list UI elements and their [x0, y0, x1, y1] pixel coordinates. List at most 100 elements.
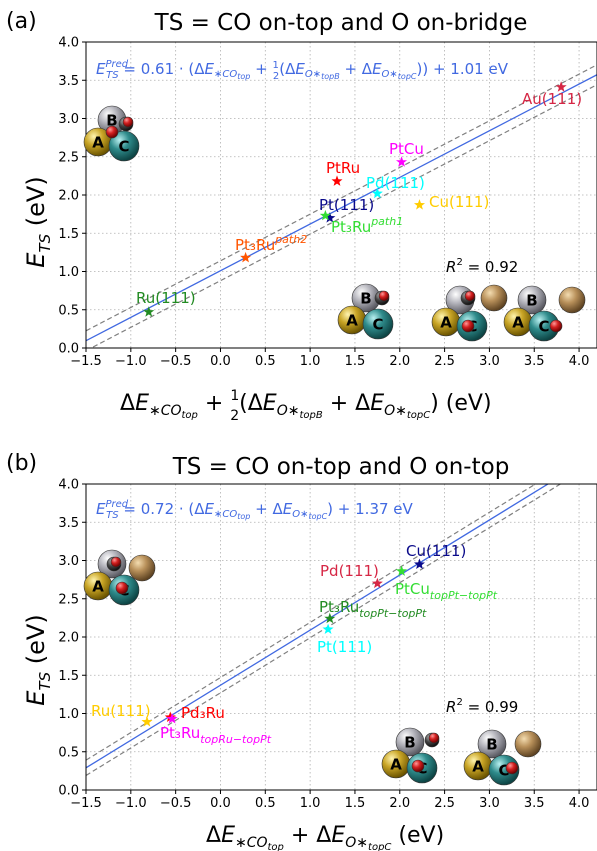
site-label: A	[92, 578, 104, 596]
y-axis-label-a: ETS (eV)	[22, 176, 54, 267]
x-tick-label: 4.0	[569, 354, 590, 369]
point-label: Pt₃RutopRu−topPt	[160, 724, 272, 746]
r2-value-b: 0.99	[485, 698, 518, 716]
point-labels-b: Cu(111) Pd(111) PtCutopPt−topPtPt₃RutopPt−…	[91, 542, 498, 746]
point-label: Pt₃RutopPt−topPt	[319, 598, 427, 620]
site-label: C	[498, 762, 509, 780]
r2-label-b: R2 = 0.99	[446, 697, 518, 716]
chart-title-b: TS = CO on-top and O on-top	[172, 454, 510, 480]
data-point	[396, 156, 408, 167]
o-atom	[461, 319, 475, 333]
data-point	[166, 713, 178, 724]
atom-c	[362, 308, 394, 340]
plot-area-b: Cu(111) Pd(111) PtCutopPt−topPtPt₃RutopPt−…	[58, 478, 597, 811]
co-oxygen	[110, 556, 122, 568]
y-tick-label: 1.5	[58, 227, 79, 242]
ticks-a: −1.5 −1.0 −0.5 0.0 0.5 1.0 1.5 2.0 2.5 3.0 3.5 4.0 0…	[58, 36, 589, 370]
o-atom	[505, 761, 519, 775]
point-label: Pd(111)	[320, 562, 379, 580]
y-tick-label: 2.5	[58, 150, 79, 165]
y-tick-label: 4.0	[58, 36, 79, 51]
panel-b: (b) TS = CO on-top and O on-top Cu(111) P…	[6, 451, 597, 851]
site-label: A	[92, 134, 104, 152]
data-point	[141, 716, 153, 727]
fit-band-a	[86, 64, 597, 348]
o-atom	[105, 125, 119, 139]
data-point	[319, 209, 331, 221]
point-label: PtCu	[389, 140, 424, 158]
x-tick-label: −0.5	[160, 796, 192, 811]
point-label: Cu(111)	[406, 542, 466, 560]
x-tick-label: 2.0	[389, 796, 410, 811]
co-oxygen	[428, 732, 440, 744]
cluster-illustrations: BACBACACBACACBACBAC	[83, 105, 586, 786]
point-label: Pt(111)	[317, 638, 372, 656]
data-point	[322, 623, 334, 634]
point-label: Pt₃Rupath2	[235, 233, 307, 254]
point-label: Pt₃Rupath1	[331, 215, 403, 236]
data-point	[371, 187, 383, 199]
y-tick-label: 1.5	[58, 669, 79, 684]
chart-title-a: TS = CO on-top and O on-bridge	[154, 10, 528, 36]
panel-label-a: (a)	[6, 9, 37, 34]
x-tick-label: −1.0	[115, 796, 147, 811]
x-tick-label: 3.5	[524, 796, 545, 811]
data-point	[324, 212, 336, 223]
atom-neighbor	[128, 554, 156, 582]
x-tick-label: 4.0	[569, 796, 590, 811]
x-axis-label-a: ΔE∗COtop + 1 2(ΔEO∗topB + ΔEO∗topC) (eV)	[120, 388, 492, 424]
site-label: A	[472, 758, 484, 776]
site-label: C	[118, 138, 129, 156]
panel-a: (a) TS = CO on-top and O on-bridge Au(11…	[6, 9, 597, 424]
y-axis-label-b: ETS (eV)	[22, 614, 54, 705]
y-tick-label: 2.0	[58, 189, 79, 204]
data-point	[240, 251, 252, 263]
x-tick-label: 1.0	[300, 796, 321, 811]
atom-b	[395, 727, 425, 757]
y-tick-label: 4.0	[58, 478, 79, 493]
fit-band-line	[86, 484, 562, 776]
equation-b: EPred TS = 0.72 · (ΔE∗COtop + ΔEO∗topC) +…	[96, 499, 414, 521]
y-tick-label: 3.0	[58, 112, 79, 127]
x-tick-label: 0.5	[255, 796, 276, 811]
panel-label-b: (b)	[6, 451, 37, 476]
atom-b	[517, 285, 547, 315]
co-oxygen	[378, 290, 390, 302]
fit-line	[86, 74, 597, 342]
x-tick-label: 1.5	[345, 354, 366, 369]
y-tick-label: 3.5	[58, 516, 79, 531]
points-a	[143, 81, 567, 317]
x-tick-label: 3.0	[479, 354, 500, 369]
y-tick-label: 2.0	[58, 631, 79, 646]
y-tick-label: 0.0	[58, 342, 79, 357]
x-tick-label: 0.0	[210, 354, 231, 369]
point-labels-a: Au(111)PtCuPtRuPd(111)Cu(111)Pt(111)Pt₃R…	[136, 90, 582, 307]
x-tick-label: −0.5	[160, 354, 192, 369]
x-tick-label: 2.5	[434, 796, 455, 811]
atom-neighbor	[558, 286, 586, 314]
data-point	[371, 577, 383, 589]
fit-band-line	[89, 84, 597, 348]
site-label: A	[390, 756, 402, 774]
o-atom	[115, 581, 129, 595]
cluster-render: AC	[83, 549, 156, 606]
data-point	[414, 199, 425, 210]
site-label: B	[360, 290, 371, 308]
fit-band-line	[86, 484, 537, 761]
atom-b	[477, 729, 507, 759]
y-tick-label: 3.0	[58, 554, 79, 569]
site-label: B	[106, 112, 117, 130]
co-oxygen	[464, 290, 476, 302]
point-label: Ru(111)	[136, 289, 196, 307]
data-point	[555, 81, 567, 92]
fit-band-line	[86, 64, 597, 332]
x-tick-label: 2.5	[434, 354, 455, 369]
plot-area-a: Au(111)PtCuPtRuPd(111)Cu(111)Pt(111)Pt₃R…	[58, 36, 597, 370]
o-atom	[549, 319, 563, 333]
point-label: Pd₃Ru	[181, 704, 225, 722]
o-atom	[411, 759, 425, 773]
equation-a: EPred TS = 0.61 · (ΔE∗COtop + 1 2(ΔEO∗topB…	[96, 59, 509, 82]
